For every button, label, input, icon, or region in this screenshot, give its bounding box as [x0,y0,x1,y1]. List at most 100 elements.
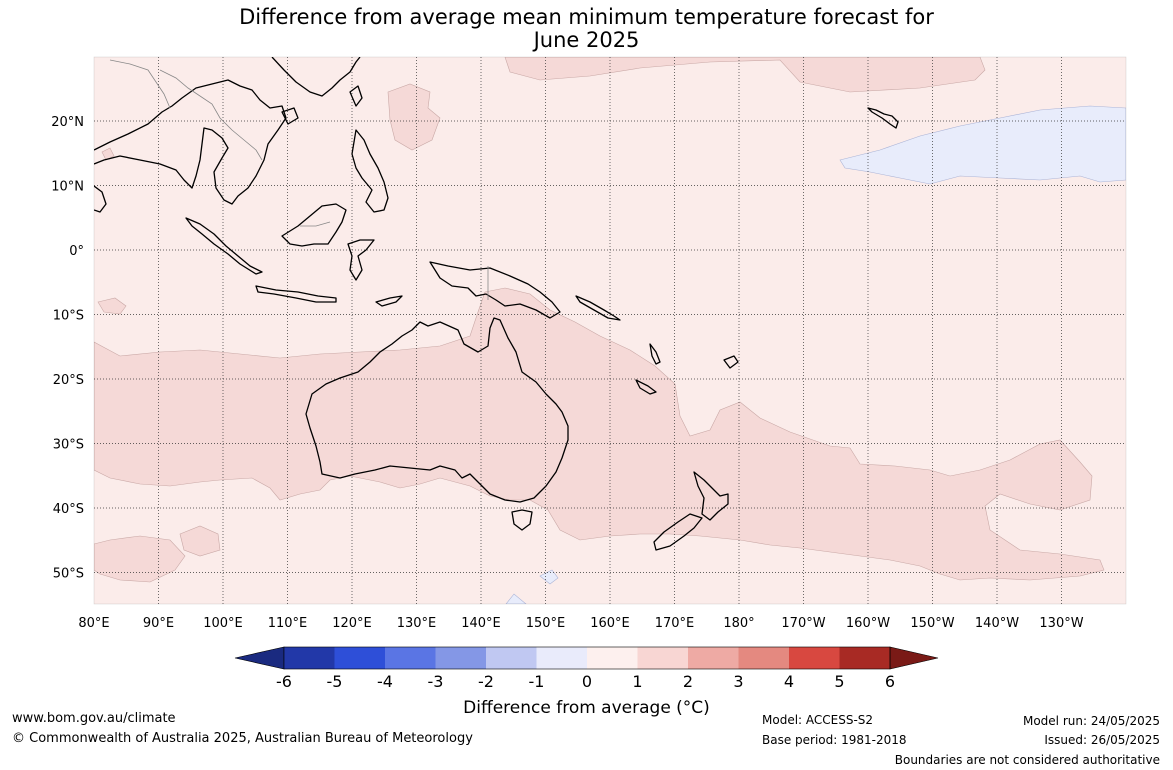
coastline-sumatra [185,217,263,275]
website-text: www.bom.gov.au/climate [12,711,176,726]
border-borneo [300,221,331,227]
lat-tick-label: 40°S [53,502,84,517]
lat-tick-label: 50°S [53,567,84,582]
base-period-text: Base period: 1981-2018 [762,733,907,747]
colorbar-segment [839,647,890,669]
coastline-china-north [271,57,361,97]
anomaly-region-north-east-negative [839,105,1126,185]
coastline-new-caledonia [635,379,657,395]
issued-text: Issued: 26/05/2025 [1044,733,1160,747]
colorbar-segment [789,647,840,669]
anomaly-region-north-west [387,83,441,151]
anomaly-1-2-shading [94,57,1105,583]
coastline-new-guinea [429,261,561,319]
lon-tick-label: 170°E [655,616,695,631]
colorbar-extend-low [234,646,285,670]
lat-tick-label: 20°S [53,373,84,388]
lat-tick-label: 0° [69,244,84,259]
colorbar-segment [688,647,739,669]
lon-tick-label: 130°W [1039,616,1083,631]
lon-tick-label: 180° [723,616,754,631]
colorbar: -6 -5 -4 -3 -2 -1 0 1 2 3 4 5 6 [234,646,939,691]
lon-tick-label: 140°E [461,616,501,631]
map-frame [93,56,1127,605]
colorbar-tick-label: -3 [428,672,444,691]
lon-tick-label: 160°W [846,616,890,631]
model-text: Model: ACCESS-S2 [762,713,874,727]
colorbar-segment [284,647,335,669]
lat-tick-label: 10°N [51,180,84,195]
model-run-text: Model run: 24/05/2025 [1022,714,1160,728]
coastline-hainan [281,107,299,125]
coastline-sulawesi [347,239,375,281]
colorbar-segment [486,647,537,669]
colorbar-tick-label: -5 [327,672,343,691]
coastline-solomon [575,295,621,321]
lon-tick-label: 80°E [78,616,109,631]
copyright-text: © Commonwealth of Australia 2025, Austra… [12,731,473,746]
coastline-australia [305,317,569,503]
lon-tick-label: 90°E [143,616,174,631]
lon-tick-label: 130°E [397,616,437,631]
colorbar-segment [587,647,638,669]
colorbar-title: Difference from average (°C) [463,698,710,718]
colorbar-tick-label: -2 [478,672,494,691]
colorbar-tick-label: 5 [834,672,844,691]
lon-tick-label: 140°W [975,616,1019,631]
lon-tick-label: 150°W [910,616,954,631]
lon-tick-label: 100°E [203,616,243,631]
colorbar-segment [637,647,688,669]
lat-tick-label: 20°N [51,115,84,130]
anomaly-region-west-small [97,297,127,315]
map-panel [94,57,1126,604]
map-figure: 80°E 90°E 100°E 110°E 120°E 130°E 140°E 150°E 16… [51,56,1127,691]
colorbar-tick-label: 0 [582,672,592,691]
coastline-hawaii [867,107,899,129]
lat-tick-labels: 20°N 10°N 0° 10°S 20°S 30°S 40°S 50°S [51,115,84,582]
coastline-timor [375,295,403,307]
anomaly-region-south-negative [539,569,559,585]
colorbar-outline [283,646,891,670]
coastlines [94,57,899,551]
coastline-india-tip [94,185,107,213]
coastline-philippines [351,129,389,213]
border-indochina [159,69,263,161]
coastline-vanuatu [649,343,661,365]
anomaly-region-southern-blob [179,525,221,557]
lat-tick-label: 30°S [53,438,84,453]
map-title-line-1: Difference from average mean minimum tem… [239,5,934,29]
colorbar-tick-label: 1 [632,672,642,691]
lon-tick-label: 110°E [268,616,308,631]
lon-tick-labels: 80°E 90°E 100°E 110°E 120°E 130°E 140°E 150°E 16… [78,616,1083,631]
colorbar-tick-label: 6 [885,672,895,691]
map-grid [94,57,1126,604]
colorbar-tick-label: -1 [529,672,545,691]
colorbar-tick-label: -6 [276,672,292,691]
colorbar-tick-label: -4 [377,672,393,691]
coastline-nz-north-island [693,471,729,521]
lon-tick-label: 120°E [332,616,372,631]
anomaly-region-north-left [101,147,115,161]
colorbar-segment [385,647,436,669]
colorbar-segment [435,647,486,669]
colorbar-segment [536,647,587,669]
anomaly-region-north-central [504,57,986,93]
lat-tick-label: 10°S [53,309,84,324]
colorbar-extend-high [889,646,939,670]
coastline-borneo [281,203,347,247]
lon-tick-label: 170°W [781,616,825,631]
coastline-java [255,285,337,303]
coastline-taiwan [349,85,363,107]
coastline-nz-south-island [653,513,703,551]
lon-tick-label: 160°E [590,616,630,631]
border-myanmar [109,59,171,109]
map-title-line-2: June 2025 [533,28,640,52]
lon-tick-label: 150°E [526,616,566,631]
anomaly-neg-shading [505,105,1126,604]
coastline-tasmania [511,509,533,531]
colorbar-tick-label: 4 [784,672,794,691]
coastline-southeast-asia [94,79,287,205]
anomaly-region-south-band [94,287,1105,581]
colorbar-segment [334,647,385,669]
colorbar-tick-label: 3 [733,672,743,691]
